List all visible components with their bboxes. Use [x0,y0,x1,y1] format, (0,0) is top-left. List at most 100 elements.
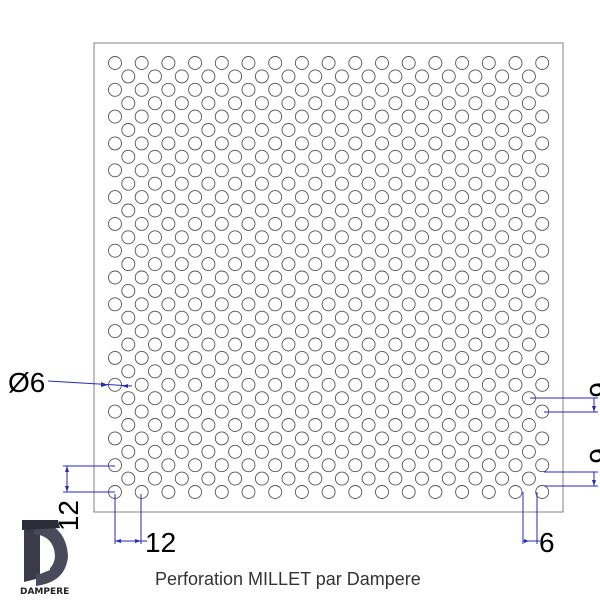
hole [148,96,162,111]
hole [508,136,523,151]
hole [188,377,203,392]
hole [495,418,510,432]
hole [481,324,496,339]
hole [174,444,189,459]
hole [161,109,176,124]
hole [108,56,122,70]
hole [268,324,283,339]
hole [108,216,122,231]
hole [508,190,523,205]
hole [495,230,510,245]
hole [508,431,523,446]
hole [334,418,349,432]
hole [321,377,336,392]
hole [468,203,483,218]
hole [188,350,203,365]
hole [241,136,256,151]
hole [281,96,296,111]
hole [161,350,176,365]
hole [455,136,470,151]
sheet-outline [93,42,564,513]
hole [321,109,336,124]
hole [161,297,176,312]
hole [281,257,296,272]
hole [468,471,483,486]
hole [174,418,189,432]
hole [188,485,203,499]
hole [254,283,269,298]
hole [201,471,216,486]
hole [214,350,229,365]
hole [361,123,376,137]
hole [121,230,136,245]
horizontal-offset-dimension [522,492,540,544]
hole [308,96,323,111]
hole [388,364,403,379]
hole [455,458,470,473]
hole [334,257,349,272]
hole [401,136,416,151]
hole [241,485,256,499]
hole [108,297,122,312]
hole [254,471,269,486]
hole [375,56,389,70]
hole [134,458,149,473]
hole [188,458,203,473]
hole [254,310,269,325]
hole [361,203,376,218]
hole [188,190,203,205]
hole [188,163,203,178]
hole [148,149,162,164]
hole [188,297,203,312]
hole [201,257,216,272]
hole [228,230,243,245]
hole [174,69,189,84]
hole [201,203,216,218]
horizontal-offset-label: 6 [539,527,555,558]
hole [214,82,229,97]
hole [308,444,323,459]
hole [348,82,363,97]
hole [201,149,216,164]
hole [241,109,256,124]
hole [521,471,536,486]
hole [375,431,389,446]
hole [441,471,456,486]
hole [495,123,510,137]
hole [361,149,376,164]
hole [401,56,416,70]
hole [294,297,309,312]
hole [228,418,243,432]
hole [521,283,536,298]
hole [228,257,243,272]
hole [121,257,136,272]
hole [148,283,162,298]
hole [481,404,496,419]
hole [228,69,243,84]
hole [481,136,496,151]
hole [521,310,536,325]
hole [254,391,269,406]
hole [254,69,269,84]
hole [241,216,256,231]
hole [481,270,496,285]
hole [348,109,363,124]
hole [134,190,149,205]
hole [228,337,243,352]
hole [201,391,216,406]
hole [535,82,550,97]
hole [268,377,283,392]
hole [468,418,483,432]
hole [388,471,403,486]
hole [134,324,149,339]
hole [428,56,443,70]
hole [228,444,243,459]
drawing-caption: Perforation MILLET par Dampere [155,569,421,589]
hole [254,230,269,245]
hole [415,310,429,325]
hole [415,123,429,137]
hole [455,270,470,285]
hole [254,123,269,137]
logo-text: DAMPERE [20,587,69,597]
